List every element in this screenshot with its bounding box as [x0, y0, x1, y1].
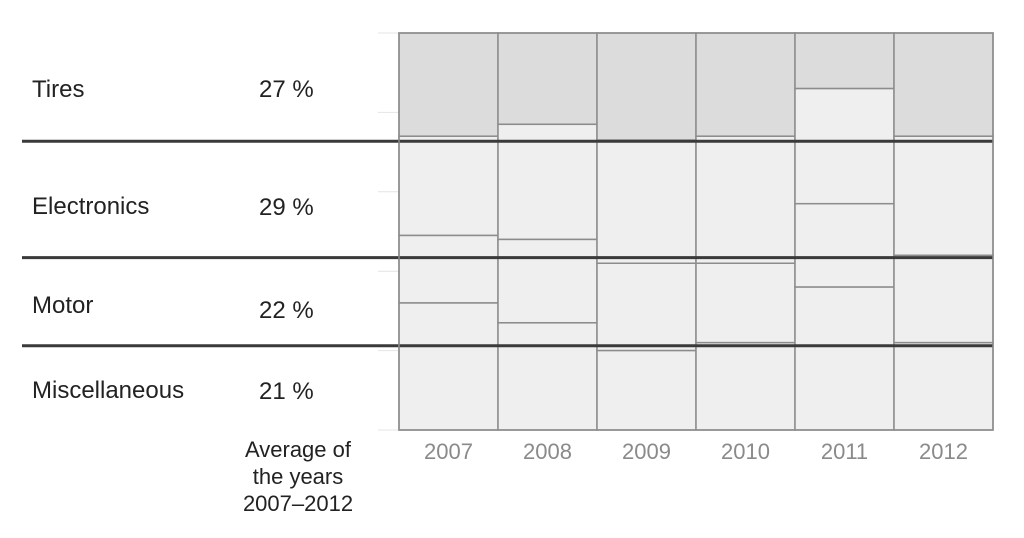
- bar-segment-tires-2010: [695, 32, 796, 137]
- bar-segment-motor-2010: [695, 262, 796, 344]
- average-value-tires: 27 %: [259, 76, 314, 103]
- category-label-tires: Tires: [32, 76, 85, 103]
- category-label-electronics: Electronics: [32, 193, 150, 220]
- bar-segment-miscellaneous-2012: [893, 341, 994, 431]
- band-separators: [22, 32, 994, 431]
- bar-segment-miscellaneous-2009: [596, 349, 697, 431]
- x-tick-label-2012: 2012: [919, 439, 968, 464]
- plot-border: [398, 32, 994, 431]
- bar-segment-motor-2011: [794, 202, 895, 288]
- bar-segment-electronics-2012: [893, 135, 994, 257]
- bar-segment-motor-2009: [596, 262, 697, 352]
- average-caption: Average of the years 2007–2012: [226, 436, 370, 517]
- bar-segment-tires-2012: [893, 32, 994, 137]
- category-label-motor: Motor: [32, 292, 94, 319]
- bar-segment-miscellaneous-2007: [398, 302, 499, 431]
- bar-segment-tires-2007: [398, 32, 499, 137]
- bars: [398, 32, 994, 431]
- average-value-electronics: 29 %: [259, 194, 314, 221]
- bar-segment-miscellaneous-2011: [794, 286, 895, 431]
- bar-segment-tires-2011: [794, 32, 895, 90]
- x-tick-label-2011: 2011: [821, 439, 868, 464]
- x-tick-label-2007: 2007: [424, 439, 473, 464]
- average-caption-line-2: the years: [252, 464, 344, 489]
- average-value-motor: 22 %: [259, 297, 314, 324]
- bar-segment-tires-2009: [596, 32, 697, 141]
- x-tick-labels: 2007 2008 2009 2010 2011 2012: [424, 439, 968, 464]
- average-value-miscellaneous: 21 %: [259, 378, 314, 405]
- average-caption-line-1: Average of: [244, 437, 351, 462]
- x-tick-label-2008: 2008: [523, 439, 572, 464]
- bar-segment-motor-2008: [497, 238, 598, 324]
- bar-segment-tires-2008: [497, 32, 598, 126]
- bar-segment-motor-2007: [398, 234, 499, 304]
- bar-segment-electronics-2009: [596, 139, 697, 265]
- category-label-miscellaneous: Miscellaneous: [32, 377, 185, 404]
- bar-segment-electronics-2011: [794, 87, 895, 205]
- bar-segment-motor-2012: [893, 254, 994, 344]
- bar-segment-electronics-2010: [695, 135, 796, 265]
- x-tick-label-2010: 2010: [721, 439, 770, 464]
- bar-segment-miscellaneous-2010: [695, 341, 796, 431]
- bar-segment-electronics-2008: [497, 123, 598, 241]
- average-caption-line-3: 2007–2012: [242, 491, 354, 516]
- x-tick-label-2009: 2009: [622, 439, 671, 464]
- bar-segment-electronics-2007: [398, 135, 499, 237]
- bar-segment-miscellaneous-2008: [497, 322, 598, 431]
